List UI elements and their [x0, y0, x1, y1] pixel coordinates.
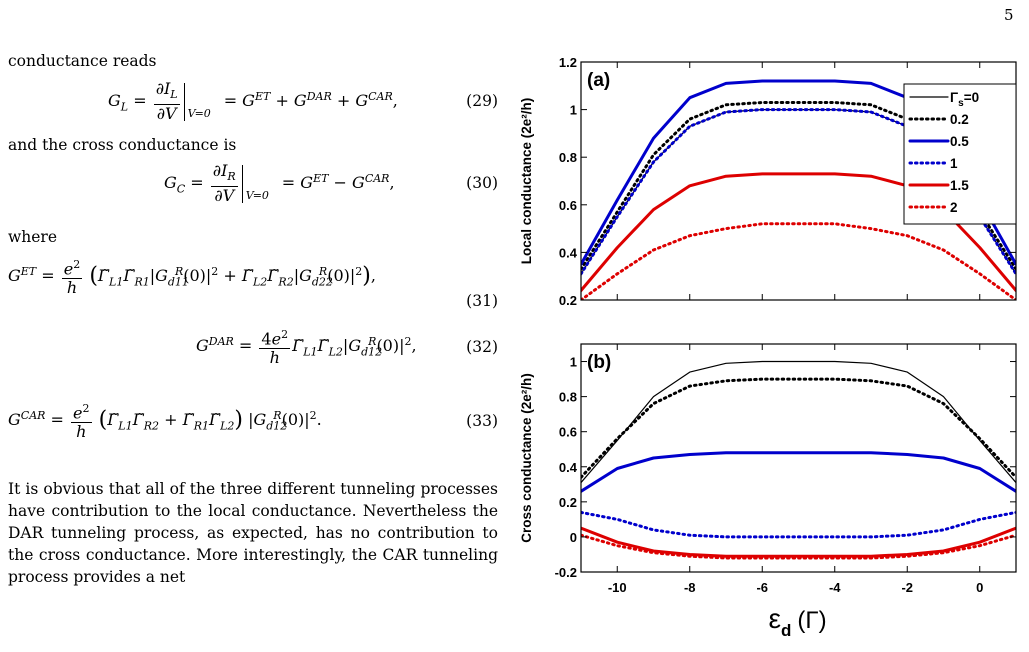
figure-svg: 0.2 0.4 0.6 0.8 1 1.2 (a) Local conductance (2e… — [519, 55, 1017, 640]
y-tick-label-b-0: -0.2 — [555, 565, 577, 580]
y-tick-label-b-6: 1 — [570, 355, 577, 370]
legend-entry-5: 2 — [950, 200, 958, 215]
x-tick-label-b-5: 0 — [976, 580, 983, 595]
y-tick-label-a-2: 0.6 — [559, 198, 577, 213]
x-axis-label: εd (Γ) — [769, 603, 827, 640]
y-tick-label-b-5: 0.8 — [559, 390, 577, 405]
legend-entry-3: 1 — [950, 156, 958, 171]
where-text: where — [8, 228, 58, 246]
y-tick-label-a-0: 0.2 — [559, 293, 577, 308]
panel-label-b: (b) — [587, 352, 611, 373]
legend-entry-4: 1.5 — [950, 178, 969, 193]
series-line-b-5 — [581, 533, 1016, 560]
equation-29-number: (29) — [466, 92, 498, 110]
y-tick-label-b-1: 0 — [570, 530, 577, 545]
equation-30: GC = ∂IR ∂V V =0 = GET − GCAR, (30) — [164, 161, 498, 206]
series-line-b-3 — [581, 510, 1016, 539]
equation-32: GDAR = 4e2 h Γ̃L1Γ̃L2|Gd12R(0)|2, (32) — [196, 328, 498, 368]
series-line-b-4 — [581, 526, 1016, 558]
legend-box — [903, 83, 1017, 225]
body-paragraph: It is obvious that all of the three diff… — [8, 479, 498, 586]
series-line-b-2 — [581, 451, 1016, 493]
legend-entry-1: 0.2 — [950, 112, 969, 127]
y-tick-label-b-2: 0.2 — [559, 495, 577, 510]
y-axis-label-b: Cross conductance (2e²/h) — [519, 373, 534, 543]
equation-29: GL = ∂IL ∂V V =0 = GET + GDAR + GCAR, (29) — [108, 79, 498, 124]
legend-entry-0: Γs=0 — [950, 90, 979, 109]
y-tick-label-b-4: 0.6 — [559, 425, 577, 440]
y-tick-label-a-4: 1 — [570, 103, 577, 118]
x-tick-label-b-0: -10 — [608, 580, 627, 595]
y-tick-label-b-3: 0.4 — [559, 460, 578, 475]
page-number: 5 — [1004, 6, 1014, 24]
intro-local-text: conductance reads — [8, 52, 157, 70]
intro-cross-text: and the cross conductance is — [8, 136, 237, 154]
panel-label-a: (a) — [587, 70, 610, 91]
y-tick-label-a-3: 0.8 — [559, 150, 577, 165]
series-line-a-1 — [581, 101, 1016, 271]
equation-31-number: (31) — [466, 292, 498, 310]
equation-32-number: (32) — [466, 338, 498, 356]
equation-30-number: (30) — [466, 174, 498, 192]
equation-31: GET = e2 h (Γ̃L1Γ̃R1|Gd11R(0)|2 + Γ̃L2Γ̃R… — [8, 258, 498, 310]
equation-33: GCAR = e2 h (Γ̃L1Γ̃R2 + Γ̃R1Γ̃L2) |Gd12R(… — [8, 402, 498, 442]
x-tick-label-b-4: -2 — [901, 580, 913, 595]
x-tick-label-b-1: -8 — [684, 580, 696, 595]
series-line-b-0 — [581, 360, 1016, 484]
x-tick-label-b-3: -4 — [829, 580, 841, 595]
y-tick-label-a-5: 1.2 — [559, 55, 577, 70]
series-line-a-5 — [581, 222, 1016, 300]
y-tick-label-a-1: 0.4 — [559, 245, 578, 260]
equation-33-number: (33) — [466, 412, 498, 430]
figure: 0.2 0.4 0.6 0.8 1 1.2 (a) Local conductance (2e… — [505, 48, 1025, 648]
plot-frame-b — [580, 343, 1017, 573]
y-axis-label-a: Local conductance (2e²/h) — [519, 98, 534, 265]
series-line-b-1 — [581, 377, 1016, 479]
legend-entry-2: 0.5 — [950, 134, 969, 149]
x-tick-label-b-2: -6 — [756, 580, 768, 595]
